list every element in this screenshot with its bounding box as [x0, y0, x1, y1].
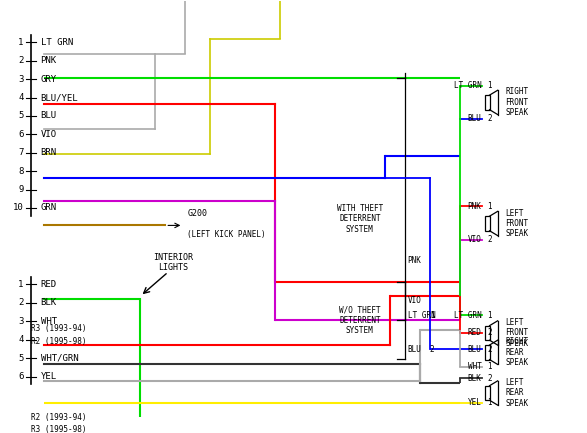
Text: 1: 1 [18, 38, 23, 47]
Text: LT GRN: LT GRN [41, 38, 73, 47]
Text: 10: 10 [13, 204, 23, 213]
Text: LEFT
FRONT
SPEAK: LEFT FRONT SPEAK [505, 318, 529, 348]
Text: WHT/GRN: WHT/GRN [41, 354, 78, 362]
Bar [484, 95, 490, 110]
Text: INTERIOR
LIGHTS: INTERIOR LIGHTS [153, 252, 193, 272]
Text: 2: 2 [488, 328, 492, 337]
Text: 4: 4 [18, 335, 23, 344]
Text: 1: 1 [488, 398, 492, 407]
Text: BLU: BLU [408, 345, 421, 354]
Text: 1: 1 [488, 311, 492, 320]
Text: LEFT
REAR
SPEAK: LEFT REAR SPEAK [505, 378, 529, 408]
Text: R2 (1993-94): R2 (1993-94) [31, 413, 86, 422]
Text: R2 (1995-98): R2 (1995-98) [31, 337, 86, 346]
Bar [484, 326, 490, 340]
Text: 2: 2 [488, 374, 492, 383]
Text: 1: 1 [488, 81, 492, 90]
Text: LT GRN: LT GRN [454, 81, 481, 90]
Text: BLU: BLU [468, 114, 481, 123]
Text: 5: 5 [18, 354, 23, 362]
Text: WITH THEFT
DETERRENT
SYSTEM: WITH THEFT DETERRENT SYSTEM [337, 204, 383, 233]
Text: BLU/YEL: BLU/YEL [41, 93, 78, 102]
Text: 2: 2 [18, 298, 23, 307]
Text: BLK: BLK [41, 298, 57, 307]
Text: 2: 2 [430, 345, 434, 354]
Text: 7: 7 [18, 148, 23, 157]
Text: 1: 1 [18, 280, 23, 289]
Text: R3 (1995-98): R3 (1995-98) [31, 425, 86, 433]
Text: VIO: VIO [408, 297, 421, 305]
Text: 5: 5 [18, 111, 23, 120]
Text: W/O THEFT
DETERRENT
SYSTEM: W/O THEFT DETERRENT SYSTEM [339, 305, 380, 335]
Text: 4: 4 [18, 93, 23, 102]
Text: 8: 8 [18, 167, 23, 176]
Text: 1: 1 [430, 311, 434, 320]
Text: YEL: YEL [41, 372, 57, 381]
Text: WHT: WHT [41, 317, 57, 326]
Text: GRN: GRN [41, 204, 57, 213]
Text: 9: 9 [18, 185, 23, 194]
Text: PNK: PNK [408, 256, 421, 265]
Text: 3: 3 [18, 74, 23, 84]
Bar [484, 345, 490, 359]
Text: RIGHT
REAR
SPEAK: RIGHT REAR SPEAK [505, 337, 529, 367]
Text: 2: 2 [18, 56, 23, 65]
Text: LT GRN: LT GRN [454, 311, 481, 320]
Text: 2: 2 [488, 114, 492, 123]
Text: PNK: PNK [41, 56, 57, 65]
Text: LEFT
FRONT
SPEAK: LEFT FRONT SPEAK [505, 209, 529, 239]
Bar [484, 386, 490, 400]
Text: (LEFT KICK PANEL): (LEFT KICK PANEL) [187, 230, 266, 239]
Text: GRY: GRY [41, 74, 57, 84]
Text: 6: 6 [18, 372, 23, 381]
Text: YEL: YEL [468, 398, 481, 407]
Text: LT GRN: LT GRN [408, 311, 436, 320]
Text: BLU: BLU [468, 345, 481, 354]
Text: VIO: VIO [468, 236, 481, 245]
Text: BLU: BLU [41, 111, 57, 120]
Text: 6: 6 [18, 130, 23, 139]
Text: RIGHT
FRONT
SPEAK: RIGHT FRONT SPEAK [505, 87, 529, 117]
Text: 2: 2 [488, 236, 492, 245]
Text: PNK: PNK [468, 201, 481, 210]
Text: RED: RED [41, 280, 57, 289]
Text: WHT: WHT [468, 362, 481, 372]
Text: BRN: BRN [41, 148, 57, 157]
Text: VIO: VIO [41, 130, 57, 139]
Text: 3: 3 [18, 317, 23, 326]
Text: R3 (1993-94): R3 (1993-94) [31, 323, 86, 333]
Text: BLK: BLK [468, 374, 481, 383]
Text: RED: RED [468, 328, 481, 337]
Text: 1: 1 [488, 201, 492, 210]
Text: G200: G200 [187, 209, 207, 218]
Text: 1: 1 [488, 362, 492, 372]
Bar [484, 216, 490, 231]
Text: 2: 2 [488, 345, 492, 354]
